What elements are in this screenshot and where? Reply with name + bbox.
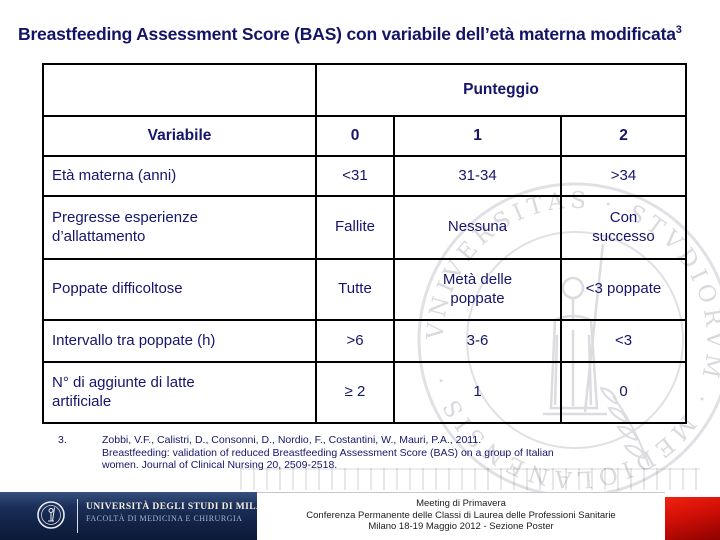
table-cell-variable: Intervallo tra poppate (h) xyxy=(42,319,317,363)
table-cell: >34 xyxy=(560,155,687,197)
table-cell: ≥ 2 xyxy=(315,361,395,424)
table-cell-variable: N° di aggiunte di latte artificiale xyxy=(42,361,317,424)
footnote: 3. Zobbi, V.F., Calistri, D., Consonni, … xyxy=(58,434,633,472)
table-cell: 3-6 xyxy=(393,319,562,363)
footer-university-bar: UNIVERSITÀ DEGLI STUDI DI MILANO FACOLTÀ… xyxy=(0,492,278,540)
table-cell: 1 xyxy=(393,361,562,424)
score-group-header: Punteggio xyxy=(315,63,687,117)
column-header-score1: 1 xyxy=(393,115,562,157)
bas-score-table: Punteggio Variabile 0 1 2 Età materna (a… xyxy=(42,63,687,424)
bas-table-container: Punteggio Variabile 0 1 2 Età materna (a… xyxy=(42,63,687,424)
table-cell: 0 xyxy=(560,361,687,424)
university-text-block: UNIVERSITÀ DEGLI STUDI DI MILANO FACOLTÀ… xyxy=(86,502,278,523)
table-cell: >6 xyxy=(315,319,395,363)
table-cell: 31-34 xyxy=(393,155,562,197)
footer-event-info: Meeting di Primavera Conferenza Permanen… xyxy=(257,492,665,540)
title-footnote-marker: 3 xyxy=(675,24,682,37)
event-conference: Conferenza Permanente delle Classi di La… xyxy=(306,509,616,521)
slide-title: Breastfeeding Assessment Score (BAS) con… xyxy=(18,24,708,45)
footer-red-block xyxy=(665,497,720,540)
university-name: UNIVERSITÀ DEGLI STUDI DI MILANO xyxy=(86,502,279,512)
column-header-score2: 2 xyxy=(560,115,687,157)
table-row: Età materna (anni) <31 31-34 >34 xyxy=(42,155,687,197)
footnote-text: Zobbi, V.F., Calistri, D., Consonni, D.,… xyxy=(102,434,554,471)
table-cell: Fallite xyxy=(315,195,395,260)
event-location-date: Milano 18-19 Maggio 2012 - Sezione Poste… xyxy=(368,521,554,532)
table-row: Poppate difficoltose Tutte Metà delle po… xyxy=(42,258,687,321)
empty-header-cell xyxy=(42,63,317,117)
footnote-number: 3. xyxy=(58,434,67,446)
table-row: Pregresse esperienze d’allattamento Fall… xyxy=(42,195,687,260)
table-cell-variable: Poppate difficoltose xyxy=(42,258,317,321)
column-header-score0: 0 xyxy=(315,115,395,157)
university-logo-icon xyxy=(37,501,65,529)
table-cell: <3 xyxy=(560,319,687,363)
table-cell: Tutte xyxy=(315,258,395,321)
table-cell: Con successo xyxy=(560,195,687,260)
table-cell: <3 poppate xyxy=(560,258,687,321)
table-row: N° di aggiunte di latte artificiale ≥ 2 … xyxy=(42,361,687,424)
table-cell: <31 xyxy=(315,155,395,197)
table-cell-variable: Età materna (anni) xyxy=(42,155,317,197)
footer-separator xyxy=(77,499,78,533)
column-header-variable: Variabile xyxy=(42,115,317,157)
table-cell-variable: Pregresse esperienze d’allattamento xyxy=(42,195,317,260)
table-row: Intervallo tra poppate (h) >6 3-6 <3 xyxy=(42,319,687,363)
faculty-name: FACOLTÀ DI MEDICINA E CHIRURGIA xyxy=(86,514,243,523)
table-cell: Metà delle poppate xyxy=(393,258,562,321)
event-name: Meeting di Primavera xyxy=(416,498,506,509)
slide-title-text: Breastfeeding Assessment Score (BAS) con… xyxy=(18,24,676,44)
table-cell: Nessuna xyxy=(393,195,562,260)
